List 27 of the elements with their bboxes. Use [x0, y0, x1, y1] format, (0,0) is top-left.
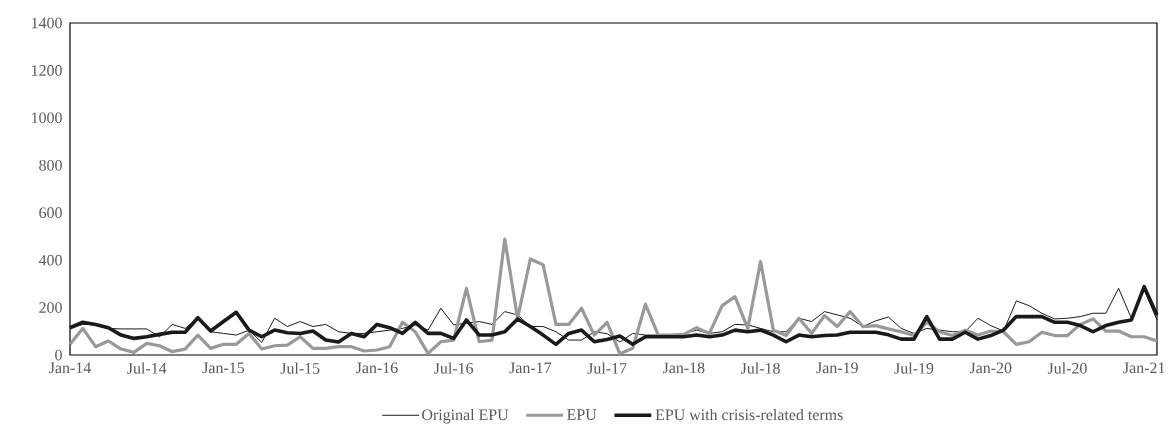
x-tick-label: Jan-21	[1123, 362, 1165, 374]
y-tick-label: 1000	[32, 112, 62, 124]
x-tick-label: Jan-16	[355, 362, 398, 374]
x-tick-label: Jan-17	[509, 362, 552, 374]
y-tick-label: 1400	[32, 17, 62, 29]
legend-label: EPU	[567, 409, 597, 420]
x-tick-label: Jul-16	[434, 362, 474, 374]
x-tick-label: Jan-15	[202, 362, 245, 374]
x-tick-label: Jul-14	[127, 362, 167, 374]
x-tick-label: Jul-15	[280, 362, 320, 374]
y-tick-label: 200	[39, 302, 62, 313]
x-tick-label: Jul-19	[894, 362, 934, 374]
y-tick-label: 1200	[32, 65, 62, 76]
x-tick-label: Jan-18	[662, 362, 705, 374]
y-tick-label: 600	[39, 207, 62, 219]
y-tick-label: 0	[55, 349, 62, 361]
x-tick-label: Jan-14	[49, 362, 91, 374]
x-tick-label: Jul-18	[740, 362, 780, 374]
x-tick-label: Jan-20	[969, 362, 1012, 374]
y-tick-label: 800	[39, 159, 62, 171]
line-series	[68, 237, 1159, 356]
legend-label: Original EPU	[422, 408, 509, 424]
x-tick-label: Jul-20	[1047, 362, 1087, 374]
y-tick-label: 400	[38, 254, 62, 266]
legend-label: EPU with crisis-related terms	[655, 408, 843, 421]
x-tick-label: Jul-17	[587, 362, 627, 374]
x-tick-label: Jan-19	[816, 362, 858, 374]
